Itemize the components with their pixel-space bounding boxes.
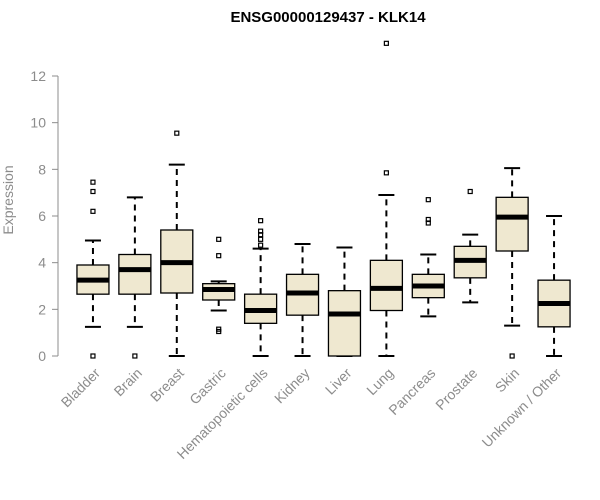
- box-liver: [327, 246, 362, 357]
- outlier-point: [90, 208, 96, 214]
- x-category-label: Breast: [147, 365, 187, 405]
- y-tick-label: 2: [38, 301, 46, 317]
- box-prostate: [453, 188, 487, 304]
- outlier-point: [216, 253, 222, 259]
- x-category-label: Skin: [492, 365, 523, 396]
- box-iqr: [369, 259, 404, 312]
- box-unknown-other: [537, 215, 571, 357]
- box-hematopoietic-cells: [243, 218, 278, 357]
- y-tick-label: 8: [38, 161, 46, 177]
- outlier-point: [216, 236, 222, 242]
- box-brain: [118, 196, 152, 359]
- x-category-label: Unknown / Other: [479, 365, 565, 451]
- outlier-point: [425, 216, 431, 223]
- y-tick-label: 4: [38, 255, 46, 271]
- box-breast: [160, 130, 194, 357]
- box-iqr: [118, 253, 152, 295]
- x-category-label: Bladder: [58, 365, 104, 411]
- box-kidney: [285, 243, 320, 357]
- y-axis: 0 2 4 6 8 10 12: [30, 68, 59, 364]
- boxes-group: [76, 40, 571, 359]
- outlier-point: [509, 353, 515, 359]
- outlier-point: [383, 40, 389, 46]
- outlier-point: [90, 353, 96, 359]
- outlier-point: [132, 353, 138, 359]
- box-bladder: [76, 179, 110, 359]
- outlier-point: [258, 242, 264, 248]
- box-pancreas: [411, 197, 445, 318]
- x-category-label: Liver: [322, 365, 355, 398]
- box-lung: [369, 40, 404, 357]
- outlier-point: [383, 170, 389, 176]
- outlier-point: [258, 228, 264, 234]
- x-category-label: Lung: [363, 365, 396, 398]
- outlier-point: [90, 188, 96, 195]
- x-category-label: Prostate: [432, 365, 480, 413]
- box-skin: [495, 167, 529, 359]
- outlier-point: [174, 130, 180, 136]
- x-category-label: Kidney: [271, 365, 313, 407]
- chart-title: ENSG00000129437 - KLK14: [230, 9, 426, 26]
- outlier-point: [425, 197, 431, 203]
- outlier-point: [467, 188, 473, 195]
- y-tick-label: 12: [30, 68, 46, 84]
- outlier-point: [216, 326, 222, 332]
- box-iqr: [327, 290, 362, 357]
- y-tick-label: 0: [38, 348, 46, 364]
- outlier-point: [258, 236, 264, 242]
- outlier-point: [258, 218, 264, 224]
- box-gastric: [202, 236, 236, 335]
- y-tick-label: 6: [38, 208, 46, 224]
- y-tick-label: 10: [30, 115, 46, 131]
- y-axis-label: Expression: [0, 165, 16, 234]
- x-category-label: Pancreas: [385, 365, 438, 418]
- outlier-point: [90, 179, 96, 185]
- box-iqr: [495, 196, 529, 252]
- x-category-label: Brain: [111, 365, 145, 399]
